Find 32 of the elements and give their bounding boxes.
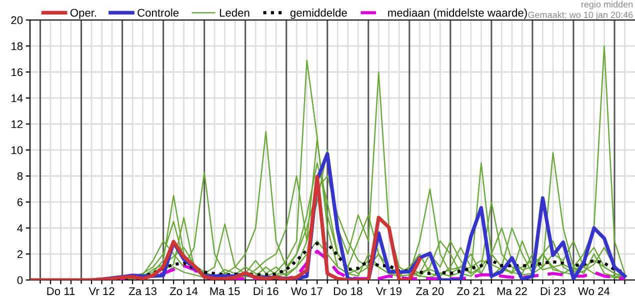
text: regio midden bbox=[582, 0, 633, 10]
legend-label: mediaan (middelste waarde) bbox=[388, 8, 527, 19]
y-tick-label: 14 bbox=[12, 94, 23, 102]
x-tick-label: Za 20 bbox=[416, 287, 444, 296]
x-tick-label: Do 18 bbox=[334, 287, 362, 296]
x-tick-label: Zo 14 bbox=[170, 287, 198, 296]
x-tick-label: Di 16 bbox=[254, 286, 278, 296]
y-tick-label: 2 bbox=[17, 250, 22, 258]
y-tick-label: 4 bbox=[17, 224, 23, 232]
x-tick-label: Wo 24 bbox=[578, 287, 610, 296]
x-tick-label: Do 11 bbox=[47, 287, 75, 296]
x-tick-label: Di 23 bbox=[540, 286, 566, 296]
y-tick-label: 12 bbox=[12, 120, 22, 128]
text: Gemaakt: wo 10 jan 20:46 bbox=[528, 11, 633, 20]
y-tick-label: 0 bbox=[17, 276, 23, 284]
y-tick-label: 20 bbox=[11, 16, 23, 24]
y-tick-label: 8 bbox=[17, 172, 23, 180]
y-tick-label: 18 bbox=[12, 42, 23, 50]
x-tick-label: Zo 21 bbox=[457, 287, 485, 296]
legend-label: Leden bbox=[220, 8, 250, 17]
y-tick-label: 6 bbox=[17, 198, 23, 206]
x-tick-label: Vr 12 bbox=[88, 287, 114, 295]
y-tick-label: 10 bbox=[12, 146, 23, 154]
x-tick-label: Ma 22 bbox=[497, 287, 527, 296]
x-tick-label: Ma 15 bbox=[210, 287, 240, 296]
legend-label: Oper. bbox=[70, 8, 96, 19]
legend-label: Controle bbox=[138, 8, 179, 17]
y-tick-label: 16 bbox=[12, 68, 23, 76]
legend-label: gemiddelde bbox=[290, 8, 347, 19]
x-tick-label: Za 13 bbox=[128, 287, 157, 296]
x-tick-label: Vr 19 bbox=[376, 287, 402, 296]
x-tick-label: Wo 17 bbox=[290, 287, 322, 296]
